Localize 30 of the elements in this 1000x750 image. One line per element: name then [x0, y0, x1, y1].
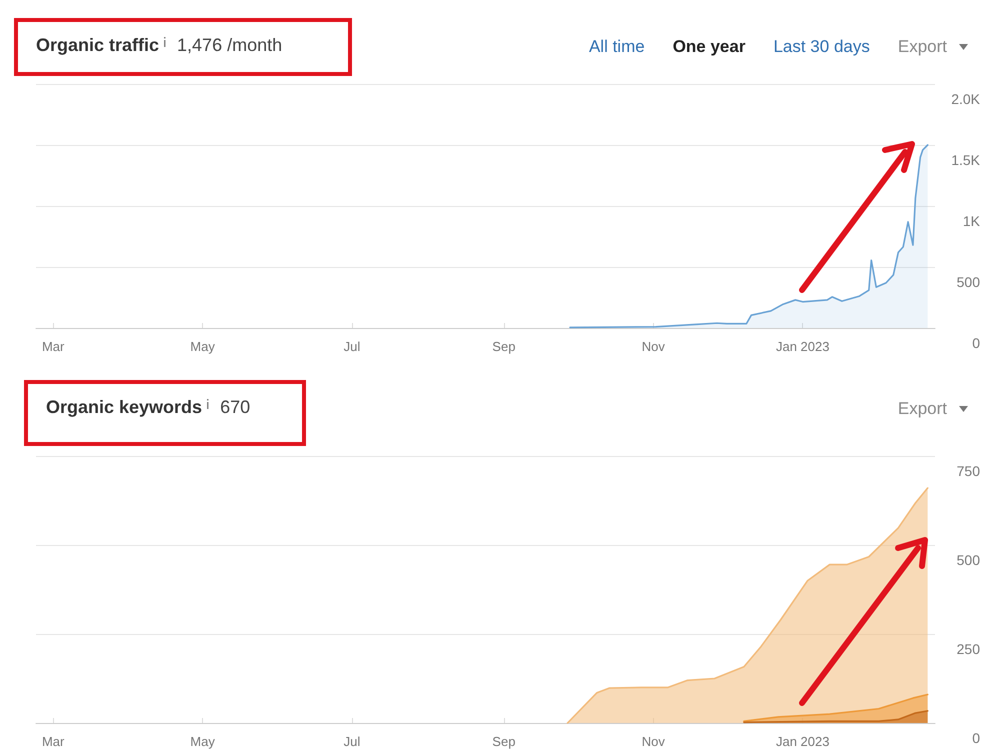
- text: Export: [898, 37, 947, 57]
- x-tick-label: Mar: [42, 339, 66, 354]
- chart-title: Organic traffic: [36, 35, 160, 56]
- text: Last 30 days: [773, 37, 870, 57]
- chart-subtitle: 1,476 /month: [177, 35, 282, 56]
- x-tick-label: May: [190, 734, 216, 749]
- text: All time: [588, 37, 645, 57]
- x-tick-label: May: [190, 339, 216, 354]
- x-tick-label: Nov: [642, 339, 666, 354]
- y-tick-label: 2.0K: [951, 91, 981, 107]
- y-tick-label: 0: [972, 335, 980, 351]
- x-tick-label: Sep: [492, 734, 516, 749]
- x-tick-label: Jul: [344, 734, 360, 749]
- y-tick-label: 250: [956, 641, 980, 657]
- x-tick-label: Jan 2023: [776, 734, 830, 749]
- chart-subtitle: 670: [220, 397, 250, 418]
- y-tick-label: 1K: [962, 213, 981, 229]
- y-tick-label: 0: [972, 730, 980, 746]
- x-tick-label: Sep: [492, 339, 516, 354]
- x-tick-label: Mar: [42, 734, 66, 749]
- text: One year: [672, 37, 746, 57]
- chart-title: Organic keywords: [46, 397, 202, 418]
- y-tick-label: 1.5K: [951, 152, 981, 168]
- y-tick-label: 750: [956, 463, 980, 479]
- y-tick-label: 500: [956, 274, 980, 290]
- x-tick-label: Jan 2023: [776, 339, 830, 354]
- text: Export: [898, 399, 947, 419]
- x-tick-label: Nov: [642, 734, 666, 749]
- x-tick-label: Jul: [344, 339, 360, 354]
- y-tick-label: 500: [956, 552, 980, 568]
